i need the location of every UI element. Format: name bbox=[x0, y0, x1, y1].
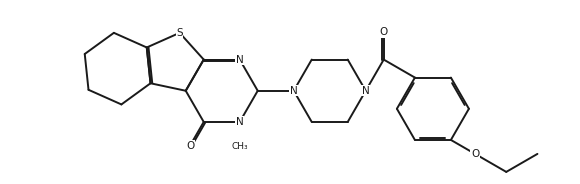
Text: O: O bbox=[471, 149, 479, 159]
Text: N: N bbox=[236, 117, 244, 127]
Text: S: S bbox=[176, 28, 183, 38]
Text: O: O bbox=[186, 141, 194, 151]
Text: N: N bbox=[290, 86, 298, 96]
Text: CH₃: CH₃ bbox=[231, 142, 248, 151]
Text: N: N bbox=[362, 86, 369, 96]
Text: O: O bbox=[379, 27, 388, 37]
Text: N: N bbox=[236, 55, 244, 65]
